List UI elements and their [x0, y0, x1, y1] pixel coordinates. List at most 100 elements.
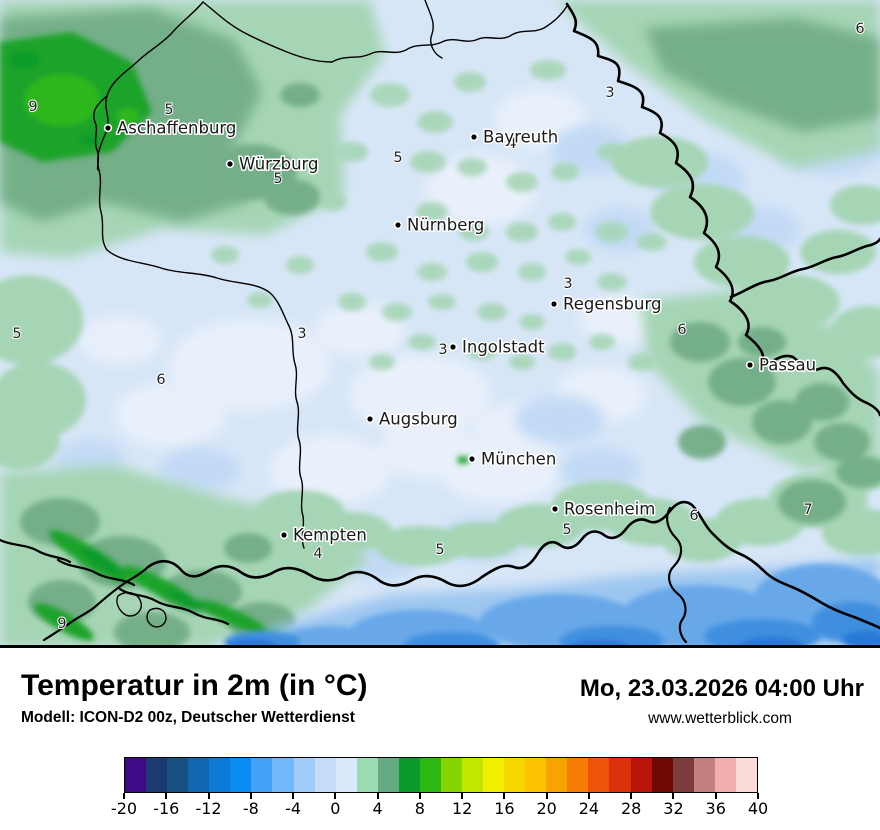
- temperature-values-layer: 9 5 5 5 4 3 6 3 3 5 6 6 3 4 5 5 6 7 9: [11, 20, 865, 633]
- city-label: Passau: [759, 356, 816, 375]
- colorbar-segment: [188, 758, 210, 792]
- temperature-value: 5: [562, 522, 571, 538]
- colorbar-segment: [377, 758, 399, 792]
- city-dot: [745, 360, 755, 370]
- temperature-value: 6: [855, 21, 864, 37]
- colorbar-tick-label: -12: [195, 799, 222, 818]
- city-label: Kempten: [293, 526, 367, 545]
- city-label: Augsburg: [379, 410, 458, 429]
- city-dot: [365, 414, 375, 424]
- colorbar-tick-label: 36: [705, 799, 726, 818]
- city-label: Rosenheim: [564, 500, 655, 519]
- colorbar-tick-label: 20: [536, 799, 557, 818]
- temperature-value: 5: [164, 102, 173, 118]
- colorbar-tick-mark: [672, 793, 675, 799]
- colorbar-segment: [693, 758, 715, 792]
- city-dot: [448, 342, 458, 352]
- colorbar-tick-mark: [376, 793, 379, 799]
- forecast-datetime: Mo, 23.03.2026 04:00 Uhr: [579, 675, 864, 702]
- colorbar-tick-label: 4: [372, 799, 383, 818]
- colorbar-segment: [546, 758, 568, 792]
- colorbar-segment: [314, 758, 336, 792]
- colorbar-tick-label: 32: [663, 799, 684, 818]
- colorbar-segment: [293, 758, 315, 792]
- colorbar-segment: [440, 758, 462, 792]
- temperature-colorbar: [124, 757, 758, 793]
- temperature-value: 3: [563, 276, 572, 292]
- colorbar-segment: [419, 758, 441, 792]
- temperature-map: 9 5 5 5 4 3 6 3 3 5 6 6 3 4 5 5 6 7 9 AschaffenburgWürzbur…: [0, 0, 880, 658]
- country-borders: [0, 0, 880, 644]
- colorbar-tick-label: 12: [451, 799, 473, 818]
- city-label: Nürnberg: [407, 216, 484, 235]
- city-dot: [279, 530, 289, 540]
- temperature-value: 7: [803, 502, 812, 518]
- state-borders: [93, 0, 568, 628]
- colorbar-segment: [167, 758, 189, 792]
- city-label: München: [481, 450, 556, 469]
- colorbar-tick-label: -16: [153, 799, 180, 818]
- temperature-value: 6: [689, 508, 698, 524]
- temperature-value: 4: [313, 546, 322, 562]
- colorbar-segment: [588, 758, 610, 792]
- colorbar-segment: [146, 758, 168, 792]
- city-dot: [225, 159, 235, 169]
- temperature-value: 9: [57, 616, 66, 632]
- colorbar-segment: [483, 758, 505, 792]
- colorbar-segment: [609, 758, 631, 792]
- city-label: Würzburg: [239, 155, 319, 174]
- temperature-value: 3: [605, 85, 614, 101]
- website-url: www.wetterblick.com: [648, 710, 792, 727]
- colorbar-segment: [335, 758, 357, 792]
- alpine-blue-areas: [224, 558, 880, 658]
- city-label: Bayreuth: [483, 128, 558, 147]
- colorbar-segment: [567, 758, 589, 792]
- colorbar-tick-mark: [461, 793, 464, 799]
- colorbar-tick-mark: [165, 793, 168, 799]
- colorbar-tick-label: -8: [242, 799, 259, 818]
- city-dot: [550, 504, 560, 514]
- colorbar-segment: [525, 758, 547, 792]
- city-dot: [469, 132, 479, 142]
- colorbar-tick-mark: [587, 793, 590, 799]
- temperature-value: 9: [28, 99, 37, 115]
- colorbar-tick-label: -20: [110, 799, 138, 818]
- city-dot: [103, 123, 113, 133]
- colorbar-tick-mark: [503, 793, 506, 799]
- city-dot: [393, 220, 403, 230]
- colorbar-tick-label: 28: [621, 799, 642, 818]
- colorbar-segment: [735, 758, 757, 792]
- colorbar-tick-label: 24: [578, 799, 600, 818]
- model-info: Modell: ICON-D2 00z, Deutscher Wetterdie…: [21, 709, 355, 726]
- colorbar-segment: [230, 758, 252, 792]
- colorbar-segment: [398, 758, 420, 792]
- temperature-value: 3: [438, 342, 447, 358]
- temperature-value: 5: [273, 171, 282, 187]
- colorbar-segment: [651, 758, 673, 792]
- temperature-value: 5: [393, 150, 402, 166]
- map-area: 9 5 5 5 4 3 6 3 3 5 6 6 3 4 5 5 6 7 9 Aschaffenburg Würzbur…: [0, 0, 880, 658]
- colorbar-segment: [672, 758, 694, 792]
- map-bottom-border: [0, 645, 880, 648]
- colorbar-tick-mark: [207, 793, 210, 799]
- temperature-value: 4: [507, 136, 516, 152]
- colorbar-segment: [209, 758, 231, 792]
- colorbar-tick-mark: [334, 793, 337, 799]
- colorbar-tick-mark: [123, 793, 125, 799]
- colorbar-tick-mark: [545, 793, 548, 799]
- colorbar-segment: [356, 758, 378, 792]
- colorbar-segment: [504, 758, 526, 792]
- colorbar-tick-mark: [292, 793, 295, 799]
- colorbar-tick-label: -4: [285, 799, 302, 818]
- colorbar-segment: [251, 758, 273, 792]
- colorbar-tick-mark: [249, 793, 252, 799]
- city-label: Ingolstadt: [462, 338, 545, 357]
- page-title: Temperatur in 2m (in °C): [21, 669, 368, 702]
- temperature-value: 5: [435, 542, 444, 558]
- colorbar-tick-label: 16: [494, 799, 515, 818]
- temperature-value: 6: [156, 372, 165, 388]
- colorbar-tick-label: 0: [330, 799, 341, 818]
- colorbar-tick-mark: [757, 793, 759, 799]
